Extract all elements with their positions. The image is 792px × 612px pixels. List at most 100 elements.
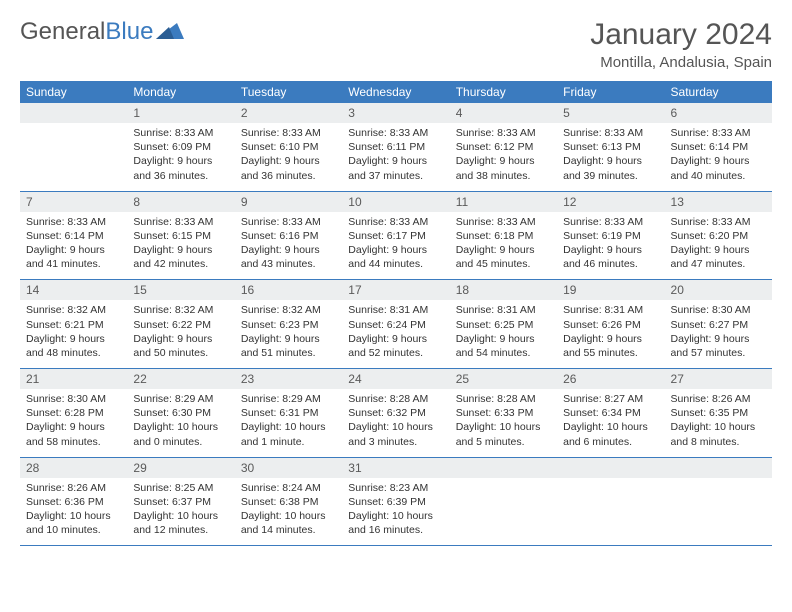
- sunrise-text: Sunrise: 8:33 AM: [456, 126, 551, 140]
- day-number: 20: [665, 280, 772, 300]
- day-cell: 8Sunrise: 8:33 AMSunset: 6:15 PMDaylight…: [127, 191, 234, 280]
- day-number: [450, 458, 557, 478]
- day-cell: 3Sunrise: 8:33 AMSunset: 6:11 PMDaylight…: [342, 103, 449, 191]
- day-number: 6: [665, 103, 772, 123]
- dayname-thu: Thursday: [450, 81, 557, 103]
- sunrise-text: Sunrise: 8:33 AM: [456, 215, 551, 229]
- day-cell: 17Sunrise: 8:31 AMSunset: 6:24 PMDayligh…: [342, 280, 449, 369]
- day-body: Sunrise: 8:28 AMSunset: 6:33 PMDaylight:…: [450, 389, 557, 457]
- sunrise-text: Sunrise: 8:29 AM: [133, 392, 228, 406]
- day-number: 22: [127, 369, 234, 389]
- daylight-text: Daylight: 9 hours and 48 minutes.: [26, 332, 121, 360]
- day-body: Sunrise: 8:31 AMSunset: 6:24 PMDaylight:…: [342, 300, 449, 368]
- day-number: 24: [342, 369, 449, 389]
- day-body: Sunrise: 8:33 AMSunset: 6:14 PMDaylight:…: [665, 123, 772, 191]
- sunrise-text: Sunrise: 8:33 AM: [133, 215, 228, 229]
- daylight-text: Daylight: 10 hours and 10 minutes.: [26, 509, 121, 537]
- sunrise-text: Sunrise: 8:33 AM: [671, 126, 766, 140]
- week-row: 14Sunrise: 8:32 AMSunset: 6:21 PMDayligh…: [20, 280, 772, 369]
- day-cell: 5Sunrise: 8:33 AMSunset: 6:13 PMDaylight…: [557, 103, 664, 191]
- day-body: Sunrise: 8:25 AMSunset: 6:37 PMDaylight:…: [127, 478, 234, 546]
- day-cell: 24Sunrise: 8:28 AMSunset: 6:32 PMDayligh…: [342, 369, 449, 458]
- day-cell: 6Sunrise: 8:33 AMSunset: 6:14 PMDaylight…: [665, 103, 772, 191]
- sunset-text: Sunset: 6:14 PM: [671, 140, 766, 154]
- dayname-tue: Tuesday: [235, 81, 342, 103]
- daylight-text: Daylight: 9 hours and 41 minutes.: [26, 243, 121, 271]
- sunset-text: Sunset: 6:11 PM: [348, 140, 443, 154]
- day-body: Sunrise: 8:31 AMSunset: 6:25 PMDaylight:…: [450, 300, 557, 368]
- day-body: Sunrise: 8:30 AMSunset: 6:28 PMDaylight:…: [20, 389, 127, 457]
- day-number: 5: [557, 103, 664, 123]
- sunrise-text: Sunrise: 8:33 AM: [26, 215, 121, 229]
- daylight-text: Daylight: 9 hours and 36 minutes.: [241, 154, 336, 182]
- sunset-text: Sunset: 6:22 PM: [133, 318, 228, 332]
- dayname-mon: Monday: [127, 81, 234, 103]
- day-number: [665, 458, 772, 478]
- day-cell: 25Sunrise: 8:28 AMSunset: 6:33 PMDayligh…: [450, 369, 557, 458]
- sunrise-text: Sunrise: 8:30 AM: [26, 392, 121, 406]
- day-cell: 13Sunrise: 8:33 AMSunset: 6:20 PMDayligh…: [665, 191, 772, 280]
- day-number: 11: [450, 192, 557, 212]
- sunset-text: Sunset: 6:20 PM: [671, 229, 766, 243]
- sunset-text: Sunset: 6:17 PM: [348, 229, 443, 243]
- day-number: 27: [665, 369, 772, 389]
- day-cell: [665, 457, 772, 546]
- sunrise-text: Sunrise: 8:33 AM: [563, 215, 658, 229]
- day-cell: 1Sunrise: 8:33 AMSunset: 6:09 PMDaylight…: [127, 103, 234, 191]
- sunset-text: Sunset: 6:16 PM: [241, 229, 336, 243]
- sunset-text: Sunset: 6:31 PM: [241, 406, 336, 420]
- sunset-text: Sunset: 6:10 PM: [241, 140, 336, 154]
- day-cell: 4Sunrise: 8:33 AMSunset: 6:12 PMDaylight…: [450, 103, 557, 191]
- day-number: 25: [450, 369, 557, 389]
- sunrise-text: Sunrise: 8:23 AM: [348, 481, 443, 495]
- daylight-text: Daylight: 9 hours and 47 minutes.: [671, 243, 766, 271]
- daylight-text: Daylight: 10 hours and 6 minutes.: [563, 420, 658, 448]
- day-cell: 11Sunrise: 8:33 AMSunset: 6:18 PMDayligh…: [450, 191, 557, 280]
- day-cell: 29Sunrise: 8:25 AMSunset: 6:37 PMDayligh…: [127, 457, 234, 546]
- day-body: Sunrise: 8:32 AMSunset: 6:22 PMDaylight:…: [127, 300, 234, 368]
- daylight-text: Daylight: 9 hours and 44 minutes.: [348, 243, 443, 271]
- day-number: 17: [342, 280, 449, 300]
- day-body: [557, 478, 664, 536]
- sunset-text: Sunset: 6:34 PM: [563, 406, 658, 420]
- header: GeneralBlue January 2024 Montilla, Andal…: [20, 18, 772, 71]
- daylight-text: Daylight: 10 hours and 0 minutes.: [133, 420, 228, 448]
- sunrise-text: Sunrise: 8:28 AM: [348, 392, 443, 406]
- daylight-text: Daylight: 9 hours and 52 minutes.: [348, 332, 443, 360]
- day-cell: 26Sunrise: 8:27 AMSunset: 6:34 PMDayligh…: [557, 369, 664, 458]
- day-body: Sunrise: 8:33 AMSunset: 6:13 PMDaylight:…: [557, 123, 664, 191]
- week-row: 1Sunrise: 8:33 AMSunset: 6:09 PMDaylight…: [20, 103, 772, 191]
- day-body: Sunrise: 8:33 AMSunset: 6:09 PMDaylight:…: [127, 123, 234, 191]
- day-cell: 10Sunrise: 8:33 AMSunset: 6:17 PMDayligh…: [342, 191, 449, 280]
- day-number: 1: [127, 103, 234, 123]
- day-number: 31: [342, 458, 449, 478]
- sunrise-text: Sunrise: 8:26 AM: [26, 481, 121, 495]
- day-body: Sunrise: 8:33 AMSunset: 6:14 PMDaylight:…: [20, 212, 127, 280]
- day-body: Sunrise: 8:30 AMSunset: 6:27 PMDaylight:…: [665, 300, 772, 368]
- daylight-text: Daylight: 9 hours and 50 minutes.: [133, 332, 228, 360]
- day-body: Sunrise: 8:27 AMSunset: 6:34 PMDaylight:…: [557, 389, 664, 457]
- day-body: Sunrise: 8:28 AMSunset: 6:32 PMDaylight:…: [342, 389, 449, 457]
- day-cell: 28Sunrise: 8:26 AMSunset: 6:36 PMDayligh…: [20, 457, 127, 546]
- dayname-fri: Friday: [557, 81, 664, 103]
- day-number: 18: [450, 280, 557, 300]
- day-cell: 16Sunrise: 8:32 AMSunset: 6:23 PMDayligh…: [235, 280, 342, 369]
- sunrise-text: Sunrise: 8:31 AM: [348, 303, 443, 317]
- calendar-table: Sunday Monday Tuesday Wednesday Thursday…: [20, 81, 772, 546]
- day-cell: 23Sunrise: 8:29 AMSunset: 6:31 PMDayligh…: [235, 369, 342, 458]
- week-row: 7Sunrise: 8:33 AMSunset: 6:14 PMDaylight…: [20, 191, 772, 280]
- sunrise-text: Sunrise: 8:32 AM: [26, 303, 121, 317]
- day-cell: 31Sunrise: 8:23 AMSunset: 6:39 PMDayligh…: [342, 457, 449, 546]
- sunrise-text: Sunrise: 8:33 AM: [241, 215, 336, 229]
- logo-text-1: General: [20, 18, 105, 46]
- day-body: [450, 478, 557, 536]
- sunset-text: Sunset: 6:39 PM: [348, 495, 443, 509]
- daylight-text: Daylight: 9 hours and 38 minutes.: [456, 154, 551, 182]
- day-cell: 27Sunrise: 8:26 AMSunset: 6:35 PMDayligh…: [665, 369, 772, 458]
- daylight-text: Daylight: 9 hours and 54 minutes.: [456, 332, 551, 360]
- day-number: 3: [342, 103, 449, 123]
- sunset-text: Sunset: 6:30 PM: [133, 406, 228, 420]
- day-body: Sunrise: 8:33 AMSunset: 6:16 PMDaylight:…: [235, 212, 342, 280]
- sunset-text: Sunset: 6:37 PM: [133, 495, 228, 509]
- logo-text-2: Blue: [105, 18, 153, 46]
